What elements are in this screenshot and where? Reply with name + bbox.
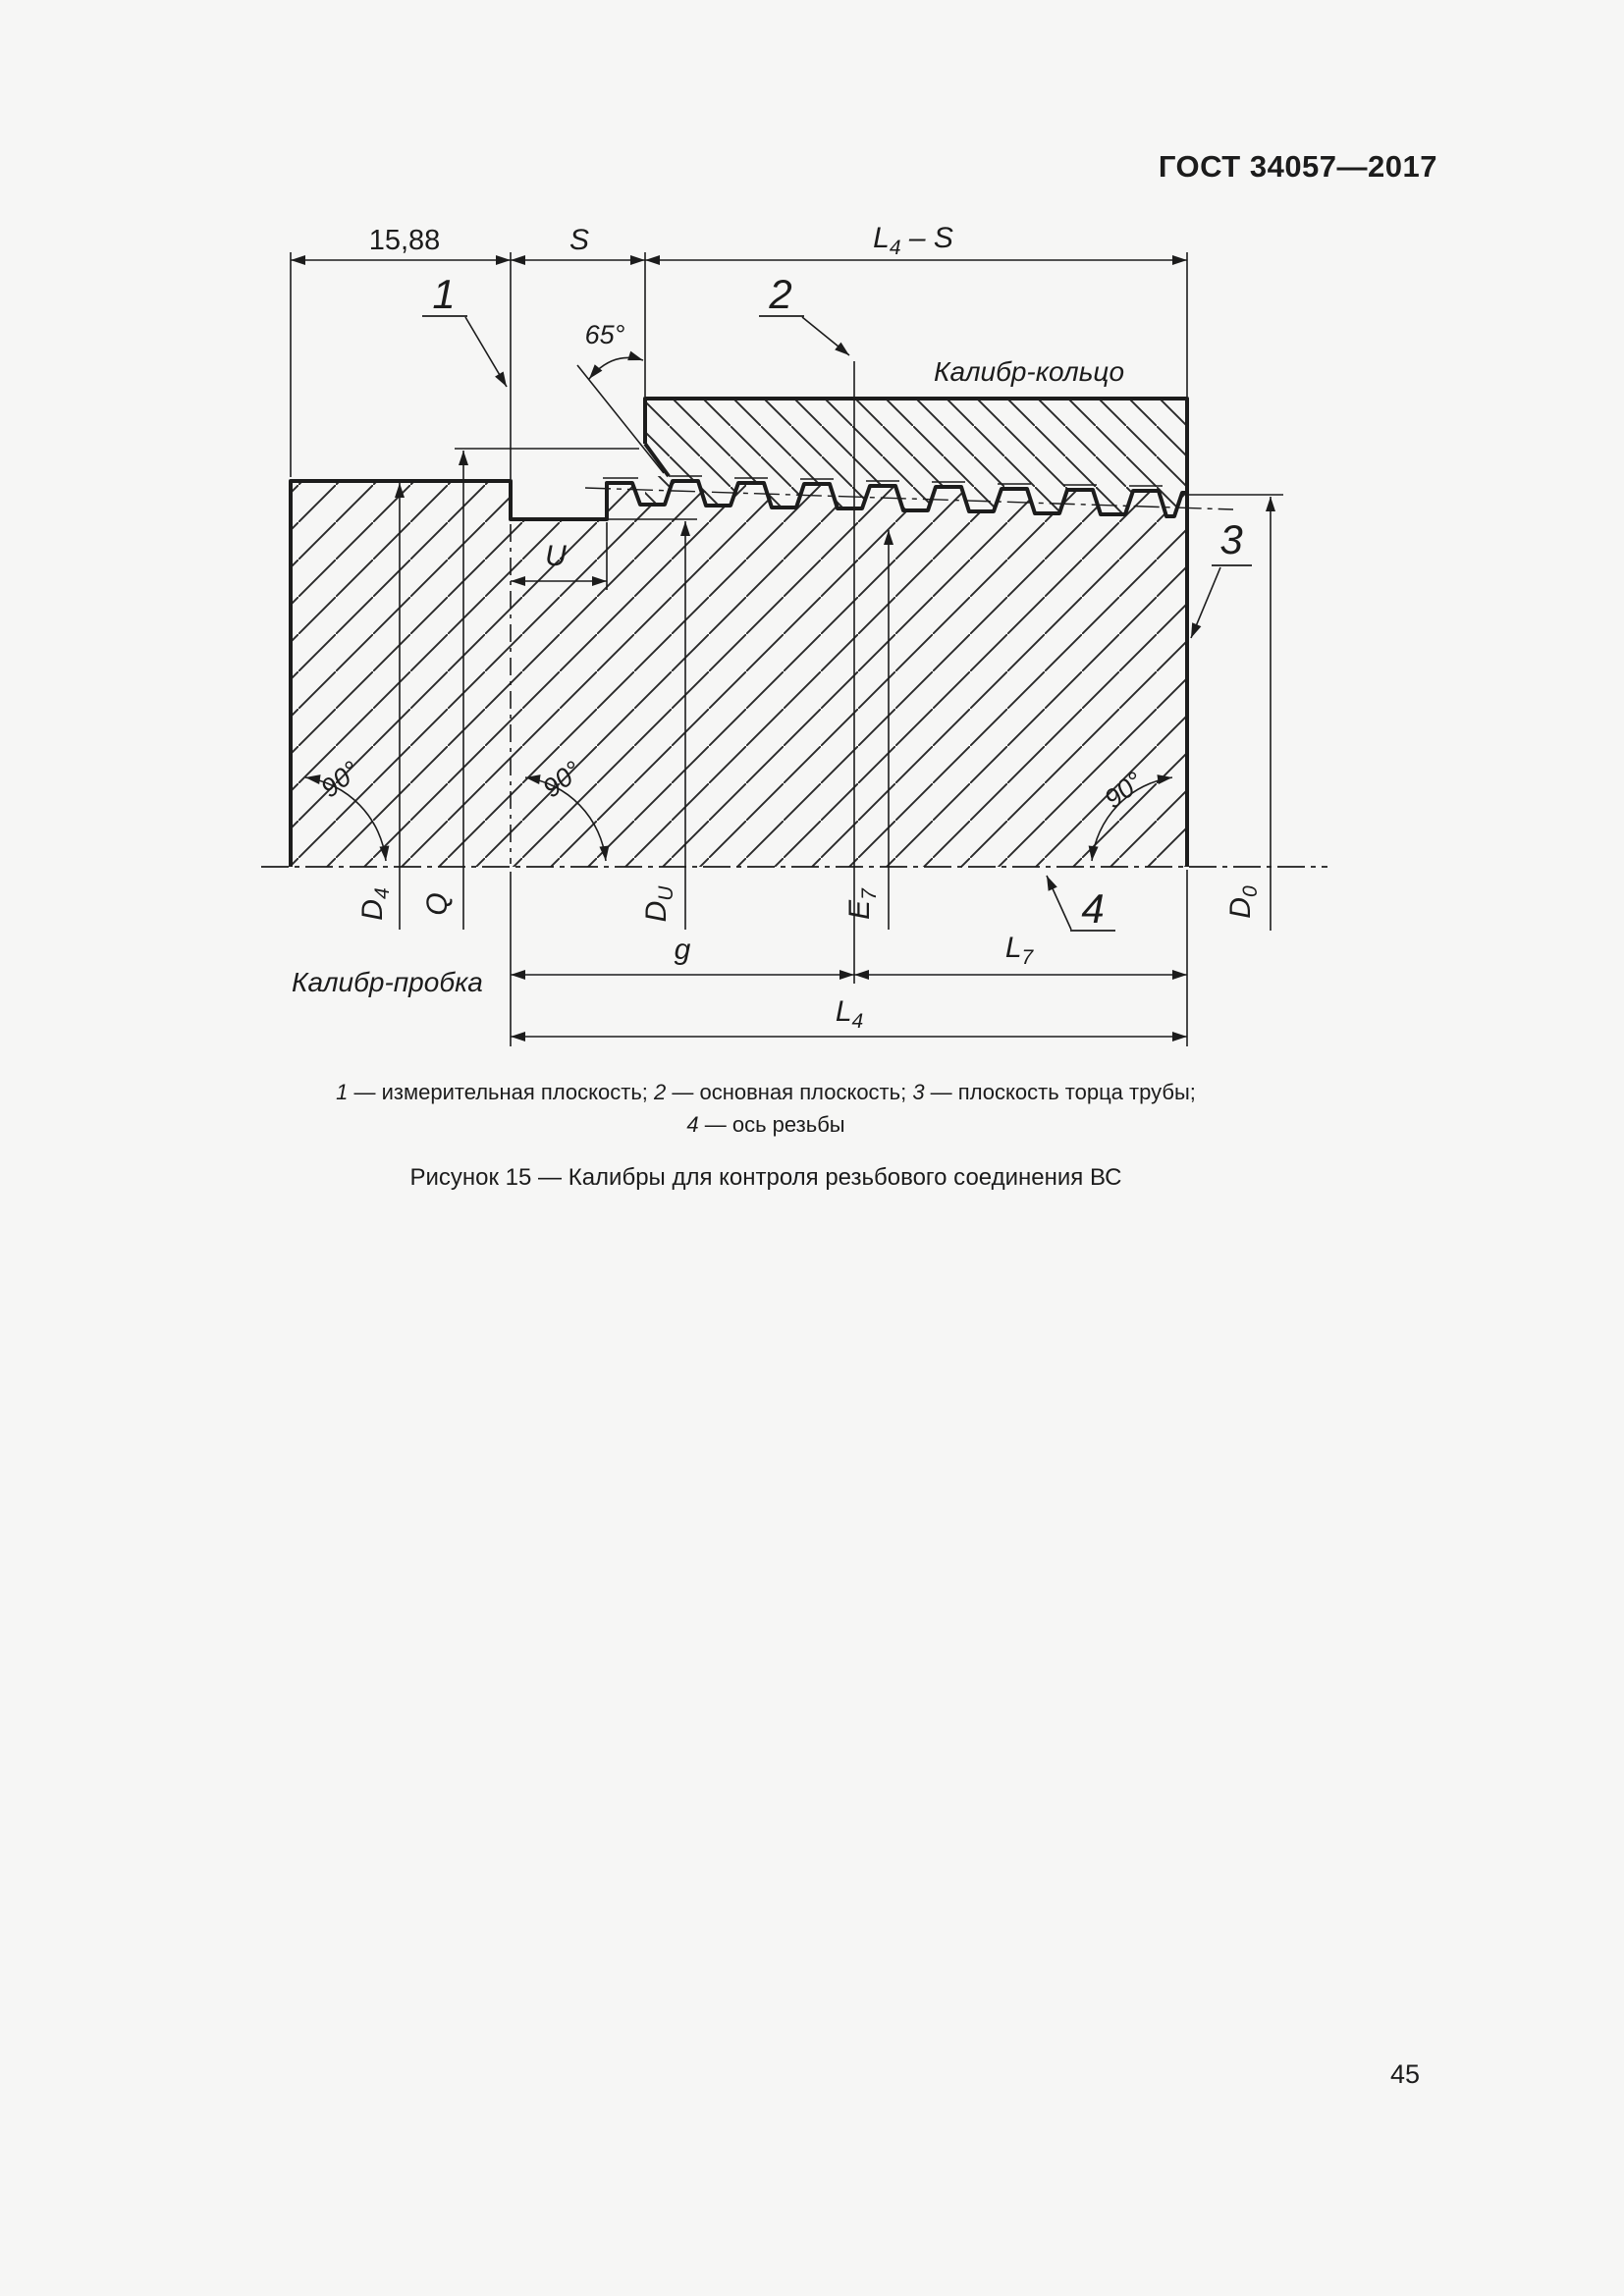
dim-l7: L7 xyxy=(1005,932,1035,969)
thread-pitch-taper-line xyxy=(584,487,1234,510)
dim-l4: L4 xyxy=(836,995,863,1033)
ring-thread-lines xyxy=(603,475,1163,487)
callout-2: 2 xyxy=(759,271,850,356)
plug-gauge-body xyxy=(291,481,1187,867)
angle-65-arc xyxy=(588,350,644,380)
extension-lines xyxy=(290,252,1283,1046)
caption-text-4: — ось резьбы xyxy=(698,1112,845,1137)
svg-text:3: 3 xyxy=(1219,516,1242,562)
figure-title: Рисунок 15 — Калибры для контроля резьбо… xyxy=(409,1164,1122,1191)
caption-text-2: — основная плоскость; xyxy=(666,1080,913,1104)
dim-du: DU xyxy=(640,885,677,923)
dim-d4: D4 xyxy=(356,887,394,920)
plug-outline xyxy=(289,479,1187,867)
caption-line-1: 1 — измерительная плоскость; 2 — основна… xyxy=(0,1076,1532,1108)
standard-header: ГОСТ 34057—2017 xyxy=(1158,149,1437,184)
gauge-drawing: 15,88 S L4 – S U g L7 L4 D4 Q DU E7 D0 6… xyxy=(261,222,1327,1046)
dim-g: g xyxy=(675,934,691,966)
caption-ref-3: 3 xyxy=(912,1080,925,1104)
svg-text:2: 2 xyxy=(768,271,791,317)
callout-4: 4 xyxy=(1046,875,1115,932)
plug-gauge-label: Калибр-пробка xyxy=(292,967,483,997)
diameter-dimension-lines xyxy=(395,451,1275,931)
caption-text-1: — измерительная плоскость; xyxy=(348,1080,655,1104)
angle-90-arc-left xyxy=(304,774,390,862)
angle-65-label: 65° xyxy=(585,320,625,349)
svg-text:4: 4 xyxy=(1081,885,1104,932)
figure-caption: 1 — измерительная плоскость; 2 — основна… xyxy=(0,1076,1532,1141)
caption-ref-1: 1 xyxy=(336,1080,349,1104)
angle-90-arc-middle xyxy=(524,774,610,862)
dim-d0: D0 xyxy=(1224,885,1262,919)
ring-chamfer-edge xyxy=(643,442,671,478)
dim-s: S xyxy=(569,224,589,256)
ring-gauge-body xyxy=(645,399,1187,520)
dim-e7: E7 xyxy=(843,887,881,920)
dim-15-88: 15,88 xyxy=(369,225,441,256)
dim-u: U xyxy=(545,540,567,572)
page-number: 45 xyxy=(1390,2059,1421,2089)
ring-outline xyxy=(643,397,1189,867)
dim-l4-minus-s: L4 – S xyxy=(873,222,953,259)
ring-gauge-label: Калибр-кольцо xyxy=(934,356,1124,387)
angle-90-arc-right xyxy=(1088,774,1173,862)
dim-q: Q xyxy=(421,892,454,915)
callout-3: 3 xyxy=(1190,516,1252,639)
caption-ref-2: 2 xyxy=(654,1080,667,1104)
caption-line-2: 4 — ось резьбы xyxy=(0,1108,1532,1141)
bottom-dimension-chain xyxy=(511,970,1187,1041)
caption-text-3: — плоскость торца трубы; xyxy=(924,1080,1196,1104)
callout-1: 1 xyxy=(422,271,508,388)
caption-ref-4: 4 xyxy=(686,1112,699,1137)
svg-text:1: 1 xyxy=(432,271,455,317)
